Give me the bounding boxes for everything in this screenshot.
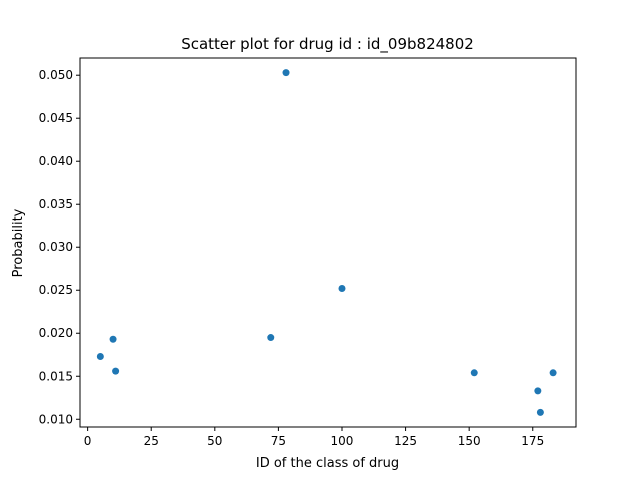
x-tick-label: 0 [84,434,92,448]
y-tick-label: 0.045 [39,111,73,125]
scatter-points [96,69,557,416]
y-tick-label: 0.010 [39,412,73,426]
y-tick-label: 0.025 [39,283,73,297]
x-tick-label: 150 [458,434,481,448]
data-point [109,335,117,343]
data-point [470,369,478,377]
data-point [338,285,346,293]
x-axis-label: ID of the class of drug [256,456,399,471]
x-tick-label: 75 [271,434,286,448]
y-tick-label: 0.030 [39,240,73,254]
y-tick-label: 0.020 [39,326,73,340]
data-point [534,387,542,395]
data-point [536,408,544,416]
y-tick-label: 0.040 [39,154,73,168]
data-point [267,334,275,342]
x-tick-label: 50 [207,434,222,448]
x-tick-label: 125 [394,434,417,448]
y-axis-label: Probability [11,208,26,277]
x-tick-label: 25 [144,434,159,448]
plot-area [79,57,577,428]
x-tick-label: 100 [331,434,354,448]
data-point [549,369,557,377]
y-axis: 0.010 0.015 0.020 0.025 0.030 0.035 0.040 0.045… [39,68,80,426]
x-tick-label: 175 [521,434,544,448]
y-tick-label: 0.035 [39,197,73,211]
data-point [96,352,104,360]
chart-title: Scatter plot for drug id : id_09b824802 [181,35,474,54]
y-tick-label: 0.015 [39,369,73,383]
data-point [112,367,120,375]
data-point [282,69,290,77]
y-tick-label: 0.050 [39,68,73,82]
x-axis: 0 25 50 75 100 125 150 175 [84,427,544,448]
